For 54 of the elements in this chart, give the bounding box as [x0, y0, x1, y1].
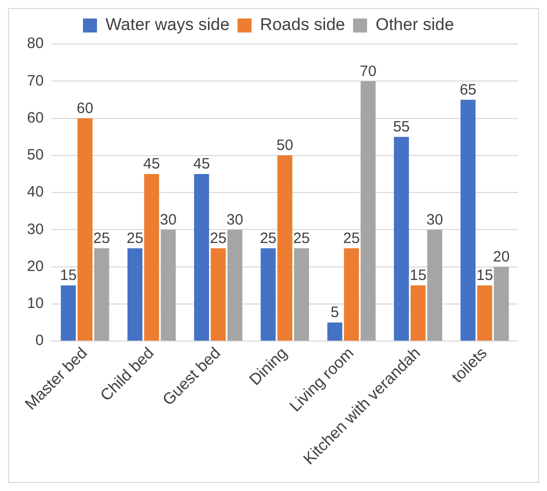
- bar: [427, 230, 442, 341]
- bar: [194, 174, 210, 341]
- data-label: 20: [493, 248, 510, 266]
- data-label: 25: [260, 230, 277, 247]
- y-tick-label: 60: [26, 109, 44, 126]
- data-label: 30: [426, 211, 444, 228]
- bar: [494, 266, 509, 341]
- bar: [344, 248, 359, 341]
- data-label: 70: [360, 62, 376, 80]
- data-label: 25: [293, 230, 310, 247]
- y-tick-label: 20: [26, 258, 44, 275]
- data-label: 15: [60, 267, 77, 284]
- bar: [410, 285, 426, 341]
- bar: [94, 248, 110, 341]
- y-tick-label: 80: [26, 35, 44, 52]
- bar: [260, 248, 276, 341]
- bar: [210, 248, 226, 341]
- data-label: 15: [476, 267, 494, 284]
- data-label: 25: [210, 230, 227, 247]
- legend-label: Roads side: [260, 15, 346, 34]
- data-label: 25: [93, 230, 110, 247]
- bar: [277, 155, 292, 341]
- data-label: 30: [226, 211, 244, 228]
- bar: [460, 100, 476, 341]
- bar: [60, 285, 76, 341]
- data-label: 15: [410, 267, 426, 284]
- data-label: 5: [330, 304, 339, 322]
- y-tick-label: 10: [26, 295, 44, 312]
- legend-label: Other side: [376, 15, 454, 34]
- data-label: 30: [160, 211, 177, 228]
- bar: [144, 174, 160, 341]
- y-tick-label: 40: [26, 184, 44, 201]
- y-tick-label: 50: [26, 146, 44, 164]
- data-label: 50: [276, 137, 294, 154]
- data-label: 60: [76, 100, 94, 117]
- bar: [127, 248, 142, 341]
- data-label: 55: [393, 118, 410, 136]
- y-tick-label: 0: [35, 332, 44, 350]
- bar: [394, 136, 409, 341]
- data-label: 25: [126, 230, 144, 247]
- data-label: 45: [193, 156, 210, 173]
- legend-label: Water ways side: [105, 15, 230, 34]
- bar: [360, 81, 376, 341]
- y-tick-label: 70: [26, 72, 44, 90]
- data-label: 65: [460, 81, 476, 98]
- bar: [227, 230, 242, 341]
- data-label: 45: [143, 156, 160, 173]
- data-label: 25: [343, 230, 360, 247]
- bar: [477, 285, 492, 341]
- y-tick-label: 30: [26, 220, 44, 238]
- bar: [160, 230, 176, 341]
- bar: [294, 248, 309, 341]
- bar: [327, 322, 342, 341]
- bar: [78, 118, 92, 341]
